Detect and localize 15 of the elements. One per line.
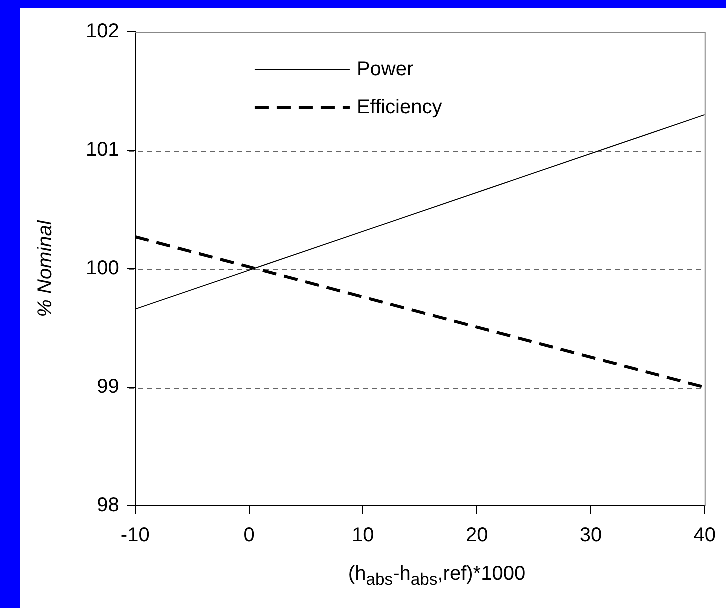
legend-label: Power bbox=[356, 58, 414, 81]
y-tick-label: 99 bbox=[97, 376, 120, 398]
x-tick-label: 10 bbox=[352, 524, 374, 547]
x-tick-label: 30 bbox=[580, 524, 602, 547]
legend-label: Efficiency bbox=[356, 96, 442, 119]
y-tick-label: 100 bbox=[86, 258, 120, 280]
y-axis-title: % Nominal bbox=[34, 220, 57, 318]
y-tick-label: 102 bbox=[86, 20, 120, 43]
x-tick-label: 20 bbox=[466, 524, 488, 547]
x-tick-label: 0 bbox=[244, 524, 255, 547]
y-tick-label: 98 bbox=[97, 494, 120, 517]
x-tick-label: 40 bbox=[694, 524, 716, 547]
x-axis-title: (h$_{abs}$-h$_{abs}$,ref)*1000 bbox=[347, 563, 527, 590]
x-tick-label: -10 bbox=[120, 524, 150, 547]
y-tick-label: 101 bbox=[86, 139, 120, 162]
